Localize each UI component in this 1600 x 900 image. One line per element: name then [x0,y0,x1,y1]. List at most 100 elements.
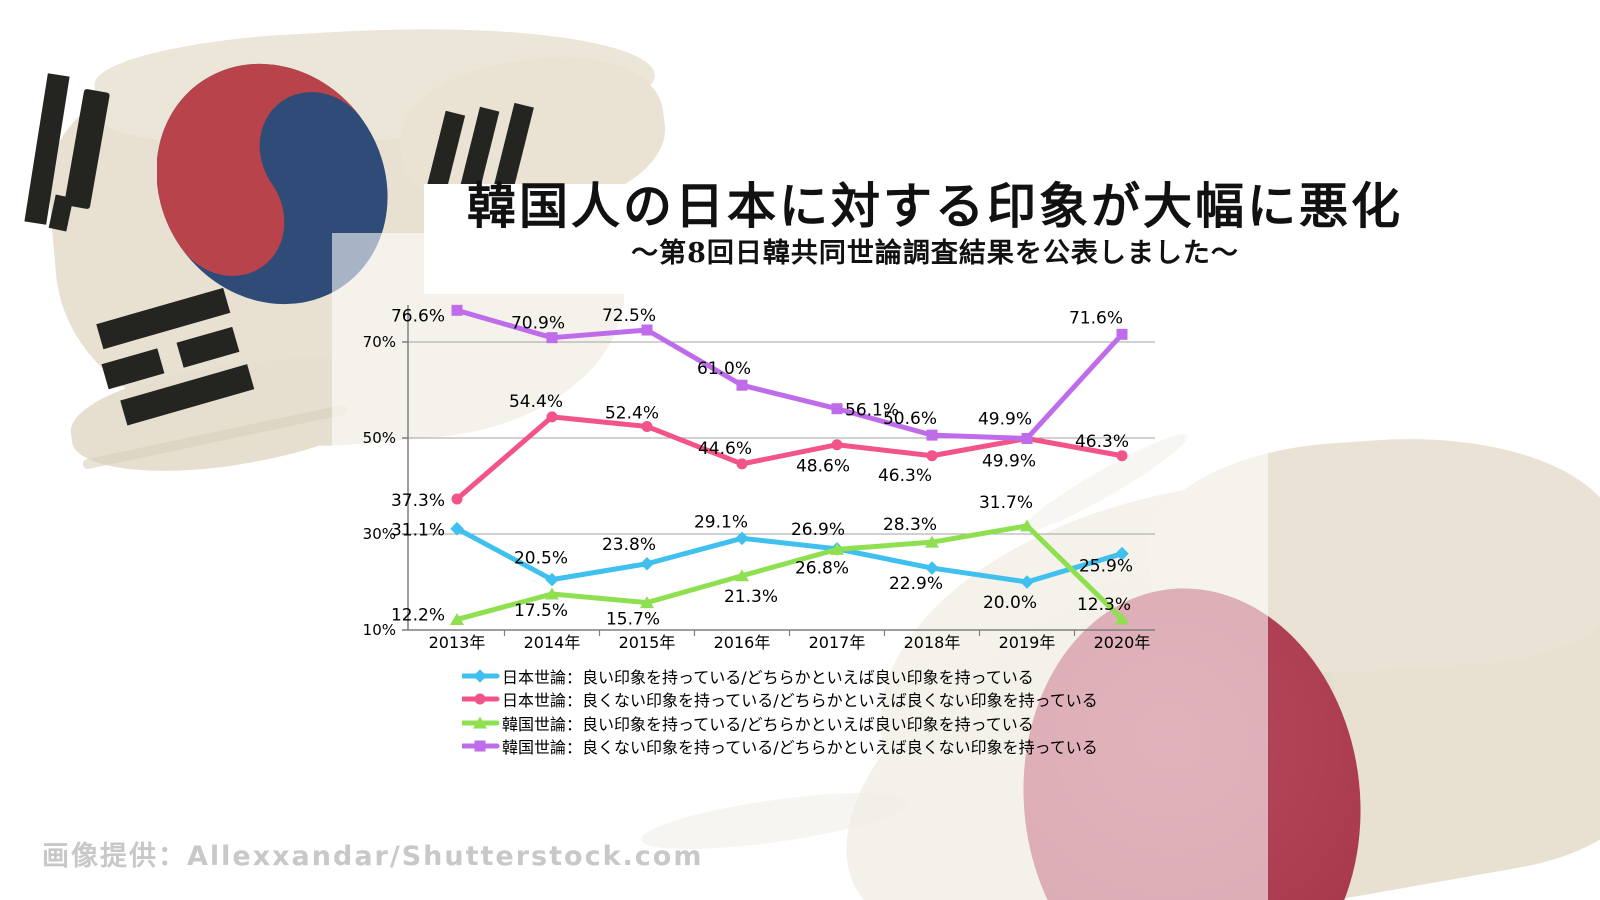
legend-item: 韓国世論：良い印象を持っている/どちらかといえば良い印象を持っている [462,711,1098,735]
x-tick-label: 2015年 [619,633,676,652]
page-subtitle: ～第8回日韓共同世論調査結果を公表しました～ [631,238,1239,269]
data-point [546,411,558,423]
data-label: 46.3% [1075,432,1129,452]
data-point [830,542,844,555]
data-label: 56.1% [845,401,899,421]
data-point [1116,450,1128,462]
data-label: 70.9% [511,314,565,334]
data-label: 49.9% [982,451,1036,471]
data-point [1020,575,1034,589]
circle-legend-marker-icon [462,693,500,705]
y-tick-label: 70% [363,333,396,351]
x-tick-label: 2020年 [1094,633,1151,652]
legend-item: 韓国世論：良くない印象を持っている/どちらかといえば良くない印象を持っている [462,735,1098,759]
impression-line-chart: 70% 50% 30% 10% 2013年 2014年 2015年 2016年 2017年 201… [360,295,1180,765]
data-point [641,420,653,432]
series-line [454,526,1125,585]
title-block: 韓国人の日本に対する印象が大幅に悪化 ～第8回日韓共同世論調査結果を公表しました… [424,176,1446,272]
data-point [450,612,464,625]
data-label: 46.3% [878,466,932,486]
data-label: 71.6% [1069,308,1123,328]
data-point [1021,432,1033,444]
data-point [1116,328,1128,340]
data-point [545,587,559,600]
data-label: 37.3% [391,491,445,511]
square-legend-marker-icon [462,740,500,752]
y-tick-label: 30% [363,525,396,543]
data-point [473,668,487,683]
legend-label: 日本世論：良くない印象を持っている/どちらかといえば良くない印象を持っている [502,691,1098,711]
chart-legend: 日本世論：良い印象を持っている/どちらかといえば良い印象を持っている日本世論：良… [462,664,1098,758]
series-line [454,414,1125,502]
page-title: 韓国人の日本に対する印象が大幅に悪化 [466,177,1403,235]
data-label: 49.9% [978,409,1032,429]
legend-label: 韓国世論：良くない印象を持っている/どちらかといえば良くない印象を持っている [502,738,1098,758]
data-label: 20.0% [983,593,1037,613]
title-card [424,184,1446,294]
triangle-legend-marker-icon [462,716,500,729]
data-label: 22.9% [889,574,943,594]
legend-label: 日本世論：良い印象を持っている/どちらかといえば良い印象を持っている [502,667,1034,687]
data-label: 54.4% [509,392,563,412]
data-point [831,439,843,451]
diamond-legend-marker-icon [462,668,500,683]
taegeuk-icon [157,63,388,305]
data-label: 23.8% [602,535,656,555]
data-point [736,379,748,391]
data-point [926,450,938,462]
data-point [926,429,938,441]
data-point [1020,519,1034,532]
data-label: 17.5% [514,601,568,621]
image-credit-watermark: 画像提供：Allexxandar/Shutterstock.com [42,841,704,872]
data-point [546,332,558,344]
data-label: 52.4% [605,403,659,423]
data-point [641,324,653,336]
data-label: 25.9% [1079,557,1133,577]
trigram-bar-icon [101,348,165,390]
data-point [925,535,939,548]
korean-flag-brush-art [0,0,700,500]
data-label: 12.3% [1077,595,1131,615]
data-label: 31.7% [979,493,1033,513]
data-label: 48.6% [796,457,850,477]
legend-label: 韓国世論：良い印象を持っている/どちらかといえば良い印象を持っている [502,714,1034,734]
x-tick-label: 2018年 [904,633,961,652]
x-tick-label: 2013年 [429,633,486,652]
data-label: 76.6% [391,306,445,326]
data-label: 28.3% [883,515,937,535]
x-tick-label: 2014年 [524,633,581,652]
data-label: 20.5% [514,549,568,569]
y-tick-label: 50% [363,429,396,447]
data-point [736,458,748,470]
data-label: 12.2% [391,605,445,625]
trigram-bar-icon [176,326,240,368]
data-point [545,572,559,587]
data-label: 26.8% [795,558,849,578]
data-label: 29.1% [694,512,748,532]
data-point [735,531,749,546]
data-point [640,556,654,571]
data-label: 61.0% [697,359,751,379]
data-point [474,693,486,705]
x-tick-label: 2017年 [809,633,866,652]
data-point [640,596,654,609]
data-label: 31.1% [391,521,445,541]
data-label: 26.9% [791,520,845,540]
chart-svg: 70% 50% 30% 10% 2013年 2014年 2015年 2016年 2017年 201… [363,304,1155,652]
series-line [454,307,1125,441]
data-point [474,740,486,752]
x-tick-label: 2016年 [714,633,771,652]
data-point [1115,612,1129,625]
legend-item: 日本世論：良くない印象を持っている/どちらかといえば良くない印象を持っている [462,688,1098,712]
data-label: 21.3% [724,587,778,607]
data-label: 72.5% [602,306,656,326]
legend-item: 日本世論：良い印象を持っている/どちらかといえば良い印象を持っている [462,664,1098,688]
data-point [925,561,939,575]
x-tick-label: 2019年 [999,633,1056,652]
series-line [454,523,1125,622]
data-point [451,493,463,505]
data-point [473,716,487,729]
data-point [451,304,463,316]
data-label: 44.6% [698,439,752,459]
